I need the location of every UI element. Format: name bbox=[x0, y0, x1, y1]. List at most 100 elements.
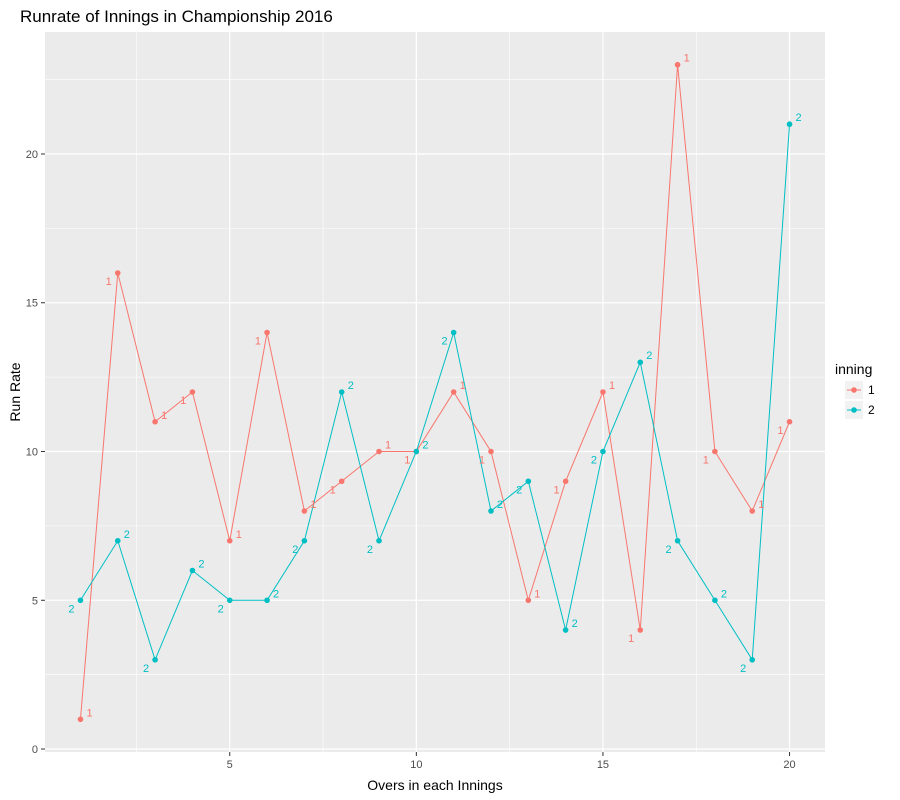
data-point-1 bbox=[786, 418, 793, 425]
data-label-1: 1 bbox=[161, 410, 167, 422]
legend-label: 1 bbox=[868, 383, 875, 397]
series-line-2 bbox=[80, 124, 791, 662]
data-label-1: 1 bbox=[310, 499, 316, 511]
data-label-1: 1 bbox=[255, 335, 261, 347]
data-label-1: 1 bbox=[628, 633, 634, 645]
data-label-1: 1 bbox=[236, 529, 242, 541]
data-label-2: 2 bbox=[572, 618, 578, 630]
data-label-1: 1 bbox=[479, 455, 485, 467]
data-point-2 bbox=[413, 448, 420, 455]
data-point-2 bbox=[338, 389, 345, 395]
data-point-2 bbox=[488, 508, 494, 514]
data-label-1: 1 bbox=[777, 425, 783, 437]
data-point-1 bbox=[488, 448, 494, 455]
data-label-2: 2 bbox=[516, 484, 522, 496]
data-label-1: 1 bbox=[86, 707, 92, 719]
data-point-2 bbox=[301, 537, 308, 544]
x-tick-label: 5 bbox=[227, 759, 233, 771]
data-point-1 bbox=[637, 627, 644, 633]
data-label-2: 2 bbox=[646, 350, 652, 362]
x-axis: 5 10 15 20 bbox=[227, 752, 796, 771]
y-tick-label: 0 bbox=[32, 744, 38, 756]
data-label-2: 2 bbox=[422, 440, 428, 452]
data-label-1: 1 bbox=[460, 380, 466, 392]
data-point-1 bbox=[226, 537, 233, 544]
data-label-2: 2 bbox=[665, 544, 671, 556]
legend-title: inning bbox=[835, 361, 872, 377]
data-point-1 bbox=[600, 389, 606, 395]
data-point-2 bbox=[749, 656, 756, 663]
data-label-2: 2 bbox=[740, 663, 746, 675]
data-point-2 bbox=[450, 329, 457, 336]
data-label-2: 2 bbox=[721, 588, 727, 600]
data-point-1 bbox=[338, 478, 345, 485]
data-point-2 bbox=[189, 567, 196, 574]
data-label-1: 1 bbox=[534, 588, 540, 600]
data-point-2 bbox=[712, 597, 718, 604]
data-point-1 bbox=[189, 389, 196, 395]
data-label-1: 1 bbox=[385, 440, 391, 452]
data-label-2: 2 bbox=[292, 544, 298, 556]
x-tick-label: 20 bbox=[783, 759, 795, 771]
data-label-2: 2 bbox=[68, 603, 74, 615]
data-point-1 bbox=[301, 508, 308, 514]
data-label-2: 2 bbox=[273, 588, 279, 600]
data-label-2: 2 bbox=[124, 529, 130, 541]
data-label-2: 2 bbox=[348, 380, 354, 392]
data-point-1 bbox=[152, 418, 158, 425]
data-point-2 bbox=[674, 537, 681, 544]
y-tick-label: 5 bbox=[32, 595, 38, 607]
data-label-2: 2 bbox=[497, 499, 503, 511]
data-point-1 bbox=[376, 448, 382, 455]
y-tick-label: 20 bbox=[26, 149, 38, 161]
data-label-2: 2 bbox=[367, 544, 373, 556]
data-label-1: 1 bbox=[180, 395, 186, 407]
data-point-1 bbox=[674, 61, 681, 68]
data-label-1: 1 bbox=[404, 455, 410, 467]
data-label-2: 2 bbox=[591, 455, 597, 467]
legend-key-point bbox=[851, 407, 857, 413]
data-point-2 bbox=[77, 597, 84, 604]
data-point-2 bbox=[600, 448, 606, 455]
chart-title: Runrate of Innings in Championship 2016 bbox=[20, 7, 333, 26]
data-label-2: 2 bbox=[218, 603, 224, 615]
data-point-2 bbox=[786, 121, 793, 128]
major-gridlines bbox=[45, 32, 825, 752]
legend: inning 1 2 bbox=[835, 361, 875, 419]
minor-gridlines bbox=[45, 32, 825, 752]
data-point-1 bbox=[562, 478, 569, 485]
x-tick-label: 15 bbox=[597, 759, 609, 771]
data-label-1: 1 bbox=[703, 455, 709, 467]
x-axis-title: Overs in each Innings bbox=[367, 777, 502, 793]
data-point-2 bbox=[562, 627, 569, 633]
data-label-2: 2 bbox=[198, 559, 204, 571]
legend-label: 2 bbox=[868, 403, 875, 417]
data-point-2 bbox=[152, 656, 158, 663]
data-point-1 bbox=[712, 448, 718, 455]
y-axis-title: Run Rate bbox=[7, 362, 23, 421]
data-point-2 bbox=[114, 537, 121, 544]
data-label-2: 2 bbox=[143, 663, 149, 675]
data-label-1: 1 bbox=[330, 484, 336, 496]
data-point-1 bbox=[525, 597, 532, 604]
data-label-1: 1 bbox=[684, 53, 690, 65]
data-label-1: 1 bbox=[106, 276, 112, 288]
legend-key-point bbox=[851, 387, 857, 393]
data-label-1: 1 bbox=[553, 484, 559, 496]
data-point-1 bbox=[264, 329, 270, 336]
data-point-1 bbox=[114, 270, 121, 276]
data-point-1 bbox=[450, 389, 457, 395]
data-point-1 bbox=[77, 716, 84, 723]
series-line-1 bbox=[79, 64, 791, 720]
data-point-2 bbox=[376, 537, 382, 544]
y-tick-label: 15 bbox=[26, 298, 38, 310]
data-label-2: 2 bbox=[796, 112, 802, 124]
x-tick-label: 10 bbox=[410, 759, 422, 771]
data-point-1 bbox=[749, 508, 756, 514]
data-point-2 bbox=[264, 597, 270, 604]
data-point-2 bbox=[637, 359, 644, 366]
y-axis: 0 5 10 15 20 bbox=[26, 149, 45, 756]
data-label-2: 2 bbox=[442, 335, 448, 347]
